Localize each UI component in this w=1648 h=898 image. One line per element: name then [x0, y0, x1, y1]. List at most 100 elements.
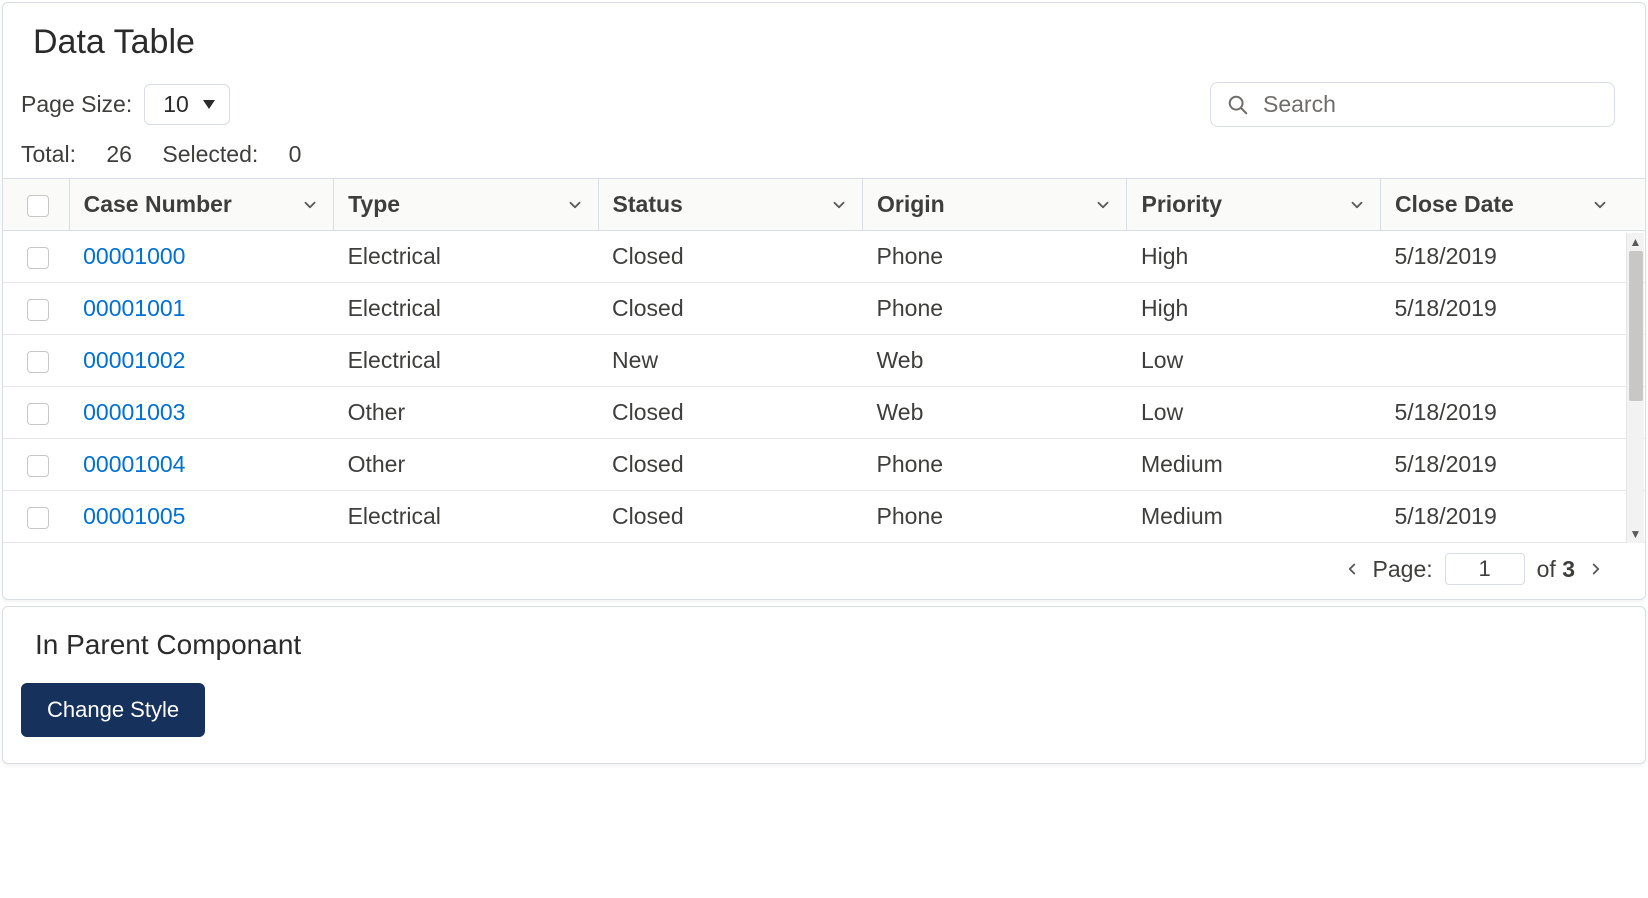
cell-close — [1380, 335, 1622, 387]
cell-priority: High — [1127, 231, 1380, 283]
row-checkbox[interactable] — [27, 507, 49, 529]
chevron-down-icon — [1591, 196, 1609, 214]
selected-label: Selected: — [162, 141, 258, 167]
col-label: Case Number — [84, 191, 232, 218]
case-link[interactable]: 00001001 — [83, 295, 185, 321]
chevron-down-icon — [1348, 196, 1366, 214]
chevron-right-icon — [1587, 560, 1605, 578]
scroll-up-icon[interactable]: ▲ — [1630, 233, 1642, 251]
of-label: of — [1537, 556, 1556, 582]
cell-origin: Web — [863, 335, 1127, 387]
chevron-down-icon — [566, 196, 584, 214]
table-wrap: Case Number Type Status — [3, 178, 1645, 543]
cell-status: Closed — [598, 491, 862, 543]
sub-title: In Parent Componant — [35, 629, 1627, 661]
cell-type: Electrical — [334, 283, 598, 335]
table-row: 00001001 ElectricalClosedPhoneHigh5/18/20… — [3, 283, 1645, 335]
cell-close: 5/18/2019 — [1380, 439, 1622, 491]
case-link[interactable]: 00001002 — [83, 347, 185, 373]
page-size-select[interactable]: 10 — [144, 84, 230, 125]
col-header-origin[interactable]: Origin — [863, 179, 1127, 231]
chevron-down-icon — [301, 196, 319, 214]
row-checkbox[interactable] — [27, 299, 49, 321]
case-link[interactable]: 00001003 — [83, 399, 185, 425]
cell-status: Closed — [598, 231, 862, 283]
header-row: Case Number Type Status — [3, 179, 1645, 231]
cell-priority: Medium — [1127, 491, 1380, 543]
chevron-left-icon — [1343, 560, 1361, 578]
cell-status: Closed — [598, 283, 862, 335]
cell-origin: Phone — [863, 283, 1127, 335]
row-checkbox[interactable] — [27, 351, 49, 373]
cell-priority: Low — [1127, 387, 1380, 439]
data-table-panel: Data Table Page Size: 10 Total: 26 Selec… — [2, 2, 1646, 600]
chevron-down-icon — [1094, 196, 1112, 214]
parent-component-panel: In Parent Componant Change Style — [2, 606, 1646, 764]
col-header-status[interactable]: Status — [598, 179, 862, 231]
scroll-down-icon[interactable]: ▼ — [1630, 525, 1642, 543]
controls-row: Page Size: 10 — [3, 74, 1645, 135]
col-label: Priority — [1141, 191, 1222, 218]
col-label: Status — [613, 191, 683, 218]
table-row: 00001004 OtherClosedPhoneMedium5/18/2019 — [3, 439, 1645, 491]
cell-priority: Low — [1127, 335, 1380, 387]
search-field[interactable] — [1210, 82, 1615, 127]
search-input[interactable] — [1263, 91, 1598, 118]
cell-close: 5/18/2019 — [1380, 491, 1622, 543]
case-link[interactable]: 00001004 — [83, 451, 185, 477]
select-all-checkbox[interactable] — [27, 195, 49, 217]
case-link[interactable]: 00001000 — [83, 243, 185, 269]
total-value: 26 — [106, 141, 132, 167]
cell-origin: Web — [863, 387, 1127, 439]
total-label: Total: — [21, 141, 76, 167]
chevron-down-icon — [830, 196, 848, 214]
col-label: Close Date — [1395, 191, 1514, 218]
page-label: Page: — [1373, 556, 1433, 583]
total-pages: 3 — [1562, 556, 1575, 582]
cell-origin: Phone — [863, 491, 1127, 543]
col-header-type[interactable]: Type — [334, 179, 598, 231]
table-row: 00001002 ElectricalNewWebLow — [3, 335, 1645, 387]
prev-page-button[interactable] — [1343, 560, 1361, 578]
vertical-scrollbar[interactable]: ▲ ▼ — [1626, 233, 1644, 543]
cell-type: Other — [334, 387, 598, 439]
cell-type: Electrical — [334, 491, 598, 543]
stats-row: Total: 26 Selected: 0 — [3, 135, 1645, 178]
cell-type: Electrical — [334, 335, 598, 387]
col-label: Origin — [877, 191, 945, 218]
panel-title: Data Table — [3, 3, 1645, 74]
col-header-case[interactable]: Case Number — [69, 179, 333, 231]
cell-type: Other — [334, 439, 598, 491]
change-style-button[interactable]: Change Style — [21, 683, 205, 737]
cell-status: New — [598, 335, 862, 387]
cell-origin: Phone — [863, 231, 1127, 283]
selected-value: 0 — [289, 141, 302, 167]
scrollbar-thumb[interactable] — [1629, 251, 1643, 401]
table-row: 00001003 OtherClosedWebLow5/18/2019 — [3, 387, 1645, 439]
cell-close: 5/18/2019 — [1380, 231, 1622, 283]
cell-type: Electrical — [334, 231, 598, 283]
cell-priority: Medium — [1127, 439, 1380, 491]
page-input[interactable] — [1445, 553, 1525, 585]
col-header-close[interactable]: Close Date — [1380, 179, 1622, 231]
row-checkbox[interactable] — [27, 247, 49, 269]
col-label: Type — [348, 191, 400, 218]
pagination: Page: of 3 — [3, 543, 1645, 599]
page-size-label: Page Size: — [21, 91, 132, 118]
table-row: 00001005 ElectricalClosedPhoneMedium5/18/… — [3, 491, 1645, 543]
search-icon — [1227, 94, 1249, 116]
chevron-down-icon — [203, 100, 215, 109]
cell-status: Closed — [598, 439, 862, 491]
row-checkbox[interactable] — [27, 455, 49, 477]
case-link[interactable]: 00001005 — [83, 503, 185, 529]
data-table: Case Number Type Status — [3, 178, 1645, 543]
next-page-button[interactable] — [1587, 560, 1605, 578]
col-header-priority[interactable]: Priority — [1127, 179, 1380, 231]
row-checkbox[interactable] — [27, 403, 49, 425]
cell-close: 5/18/2019 — [1380, 283, 1622, 335]
table-row: 00001000 ElectricalClosedPhoneHigh5/18/20… — [3, 231, 1645, 283]
cell-close: 5/18/2019 — [1380, 387, 1622, 439]
cell-origin: Phone — [863, 439, 1127, 491]
cell-priority: High — [1127, 283, 1380, 335]
cell-status: Closed — [598, 387, 862, 439]
